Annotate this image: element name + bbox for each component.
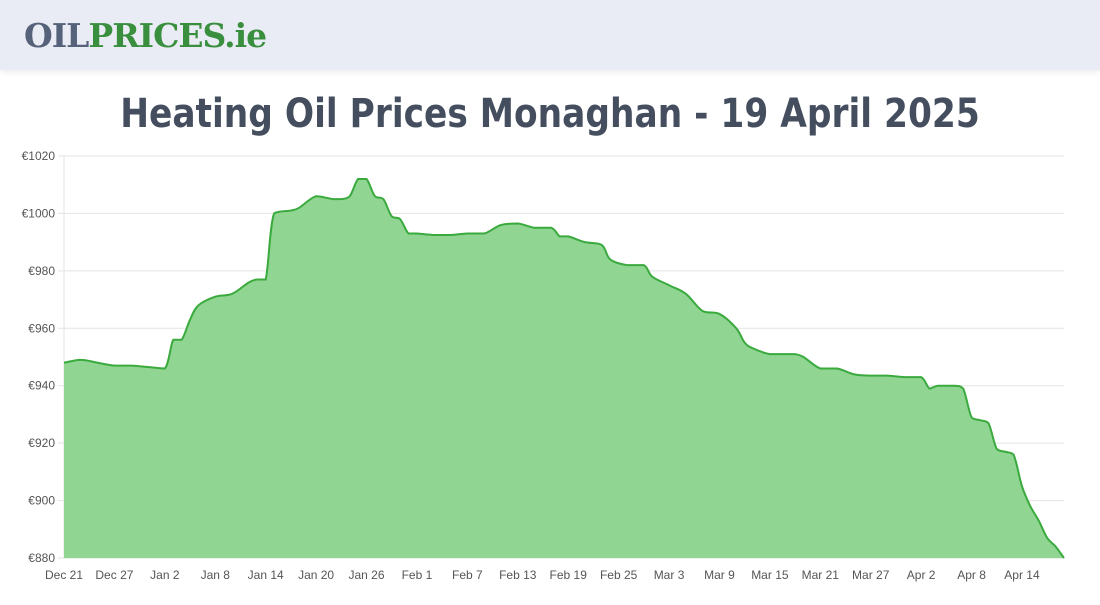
x-tick-label: Dec 27	[95, 568, 133, 582]
x-tick-label: Mar 21	[802, 568, 840, 582]
x-tick-label: Mar 3	[654, 568, 685, 582]
y-tick-label: €880	[28, 551, 55, 565]
x-tick-label: Jan 14	[248, 568, 284, 582]
y-tick-label: €1020	[22, 149, 56, 163]
site-logo[interactable]: OILPRICES.ie	[24, 14, 267, 58]
x-tick-label: Feb 1	[402, 568, 433, 582]
price-line	[63, 177, 1065, 559]
price-chart-svg: €880 €900 €920 €940 €960 €980 €1000 €1020 Dec 2…	[22, 149, 1065, 582]
y-tick-label: €940	[28, 379, 55, 393]
logo-text-prices: PRICES.ie	[88, 16, 267, 55]
x-tick-label: Feb 19	[550, 568, 588, 582]
y-tick-label: €1000	[22, 206, 56, 220]
price-chart[interactable]: €880 €900 €920 €940 €960 €980 €1000 €1020 Dec 2…	[0, 140, 1100, 600]
x-tick-label: Mar 27	[852, 568, 890, 582]
x-tick-label: Apr 14	[1004, 568, 1040, 582]
x-tick-label: Apr 8	[957, 568, 986, 582]
x-tick-label: Jan 2	[150, 568, 180, 582]
x-tick-label: Dec 21	[45, 568, 83, 582]
x-tick-label: Jan 8	[201, 568, 231, 582]
y-tick-label: €980	[28, 264, 55, 278]
x-tick-label: Jan 20	[298, 568, 334, 582]
x-tick-label: Mar 15	[751, 568, 789, 582]
x-tick-label: Jan 26	[349, 568, 385, 582]
logo-text-oil: OIL	[24, 16, 89, 55]
site-header: OILPRICES.ie	[0, 0, 1100, 70]
x-axis: Dec 21 Dec 27 Jan 2 Jan 8 Jan 14 Jan 20 Jan 26…	[45, 568, 1040, 582]
y-tick-label: €960	[28, 321, 55, 335]
page-title: Heating Oil Prices Monaghan - 19 April 2…	[120, 91, 980, 137]
x-tick-label: Feb 13	[499, 568, 537, 582]
x-tick-label: Apr 2	[907, 568, 936, 582]
x-tick-label: Mar 9	[704, 568, 735, 582]
y-tick-label: €920	[28, 436, 55, 450]
y-axis: €880 €900 €920 €940 €960 €980 €1000 €1020	[22, 149, 56, 565]
y-tick-label: €900	[28, 494, 55, 508]
x-tick-label: Feb 25	[600, 568, 638, 582]
price-area-fill	[64, 178, 1064, 558]
x-tick-label: Feb 7	[452, 568, 483, 582]
